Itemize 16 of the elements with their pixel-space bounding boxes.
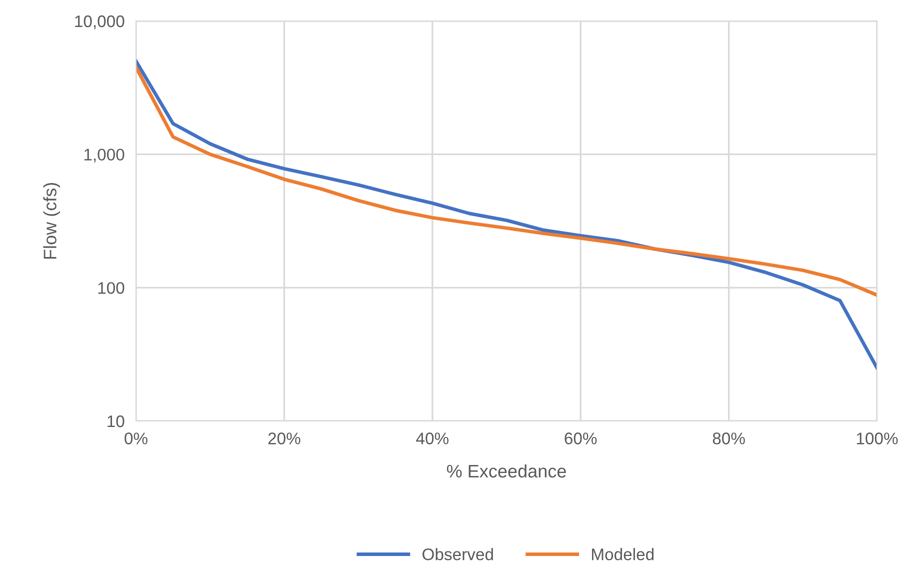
y-tick-label: 10 bbox=[108, 415, 124, 428]
x-tick-label: 20% bbox=[268, 432, 300, 444]
x-tick-label: 80% bbox=[712, 432, 745, 444]
y-tick-label: 100 bbox=[98, 282, 124, 294]
x-tick-label: 0% bbox=[124, 432, 148, 444]
line-series bbox=[136, 66, 877, 297]
line-series bbox=[136, 59, 877, 370]
x-axis-title: % Exceedance bbox=[446, 464, 566, 478]
x-tick-label: 100% bbox=[856, 432, 898, 444]
y-axis-title: Flow (cfs) bbox=[43, 183, 60, 259]
y-tick-label: 1,000 bbox=[84, 148, 124, 163]
x-tick-label: 40% bbox=[416, 432, 448, 444]
legend-label: Modeled bbox=[592, 548, 654, 560]
x-tick-label: 60% bbox=[564, 432, 597, 444]
legend-label: Observed bbox=[422, 548, 493, 560]
y-tick-label: 10,000 bbox=[75, 15, 124, 30]
